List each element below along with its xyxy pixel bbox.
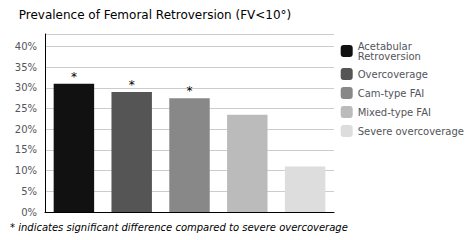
- svg-text:0%: 0%: [21, 207, 37, 218]
- svg-text:Mixed-type FAI: Mixed-type FAI: [358, 107, 431, 118]
- svg-text:20%: 20%: [15, 124, 37, 135]
- svg-text:5%: 5%: [21, 186, 37, 197]
- svg-text:Severe overcoverage: Severe overcoverage: [358, 126, 464, 137]
- svg-text:Prevalence of Femoral Retrover: Prevalence of Femoral Retroversion (FV<1…: [19, 8, 292, 22]
- svg-text:*: *: [71, 70, 77, 84]
- svg-text:Overcoverage: Overcoverage: [358, 69, 428, 80]
- svg-text:Cam-type FAI: Cam-type FAI: [358, 88, 425, 99]
- svg-text:30%: 30%: [15, 82, 37, 93]
- svg-text:Retroversion: Retroversion: [358, 51, 421, 62]
- svg-text:25%: 25%: [15, 103, 37, 114]
- svg-text:35%: 35%: [15, 62, 37, 73]
- svg-text:10%: 10%: [15, 165, 37, 176]
- svg-text:40%: 40%: [15, 41, 37, 52]
- svg-text:* indicates significant differ: * indicates significant difference compa…: [10, 222, 348, 233]
- svg-text:*: *: [187, 84, 193, 98]
- svg-text:15%: 15%: [15, 144, 37, 155]
- svg-text:*: *: [129, 78, 135, 92]
- svg-text:Acetabular: Acetabular: [357, 40, 412, 52]
